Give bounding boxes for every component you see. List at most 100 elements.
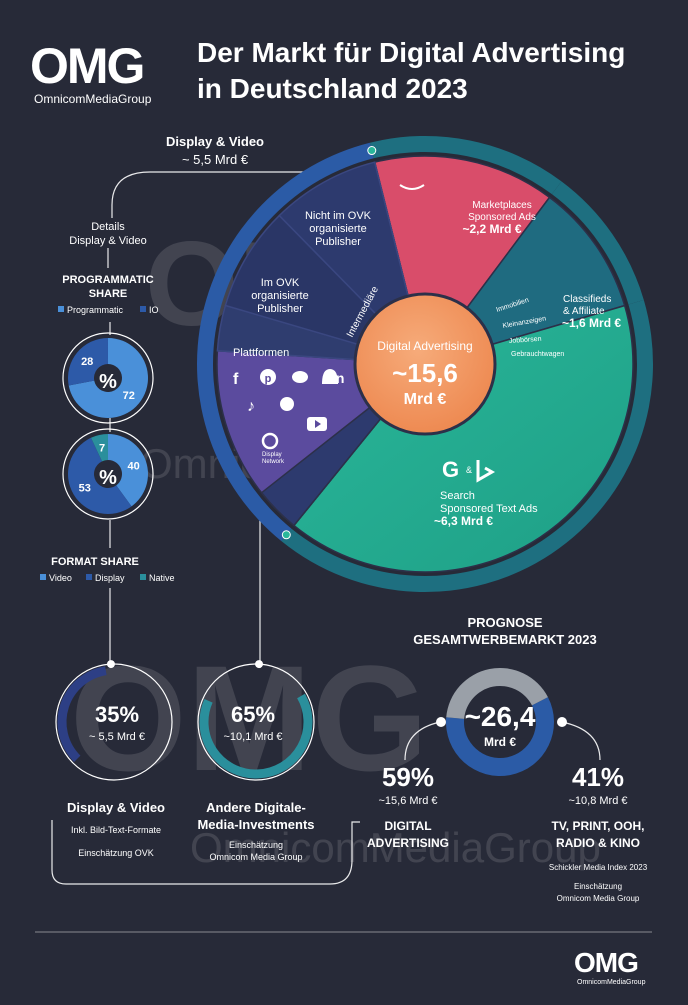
display-video-value: ~ 5,5 Mrd € [182, 152, 249, 167]
video-slice [108, 434, 148, 507]
main-pie-slice-search-sponsored-text-ads [292, 304, 634, 573]
main-pie-ring-search-sponsored-text-ads [281, 299, 653, 592]
dv-share-note1: Inkl. Bild-Text-Formate [71, 825, 161, 835]
format-title: FORMAT SHARE [51, 556, 139, 568]
page-title-line1: Der Markt für Digital Advertising [197, 37, 625, 68]
other-share-label2: Media-Investments [197, 817, 314, 832]
search-engine-icons: G & [442, 457, 496, 483]
prognose-digital-value: ~15,6 Mrd € [378, 795, 437, 807]
twitter-icon [292, 371, 308, 383]
prognose-dot-right [557, 717, 567, 727]
value-search: ~6,3 Mrd € [434, 514, 493, 528]
prognose-tv-label2: RADIO & KINO [556, 836, 640, 850]
details-line2: Display & Video [69, 235, 146, 247]
label-im-ovk-2: organisierte [251, 290, 308, 302]
snapchat-icon [322, 369, 338, 384]
svg-text:p: p [265, 373, 272, 385]
label-im-ovk-3: Publisher [257, 303, 303, 315]
dv-share-note2: Einschätzung OVK [78, 848, 154, 858]
center-label: Digital Advertising [377, 339, 472, 353]
format-percent-symbol: % [99, 467, 117, 489]
google-display-icon [261, 432, 279, 450]
label-gebrauchtwagen: Gebrauchtwagen [511, 351, 564, 358]
footer-logo-subtext: OmnicomMediaGroup [577, 979, 646, 986]
prognose-digital-label1: DIGITAL [384, 819, 431, 833]
legend-io-label: IO [149, 305, 159, 315]
programmatic-legend: Programmatic IO [58, 305, 159, 315]
value-classifieds: ~1,6 Mrd € [562, 316, 621, 330]
programmatic-percent-symbol: % [99, 371, 117, 393]
prognose-digital-slice [446, 697, 554, 777]
prognose-source2: Einschätzung [574, 882, 622, 891]
programmatic-donut: 72 28 [62, 332, 154, 424]
youtube-icon [307, 417, 327, 431]
prognose-tv-slice [446, 668, 548, 719]
center-unit: Mrd € [404, 391, 447, 408]
label-classifieds-2: & Affiliate [563, 306, 605, 317]
connector-lines [51, 171, 601, 885]
prognose-unit: Mrd € [484, 735, 516, 749]
label-plattformen: Plattformen [233, 347, 289, 359]
formatDonut-hole [97, 463, 119, 485]
facebook-icon: f [233, 371, 239, 388]
label-classifieds-1: Classifieds [563, 294, 611, 305]
dv-share-pct: 35% [95, 702, 139, 727]
label-marketplaces-1: Marketplaces [472, 200, 531, 211]
reddit-icon [280, 397, 294, 411]
prognose-digital-label2: ADVERTISING [367, 836, 449, 850]
dvDonut-arc [57, 666, 107, 762]
legend-programmatic-swatch [58, 306, 64, 312]
google-icon: G [442, 457, 459, 482]
main-pie-ring-marketplaces-sponsored-ads [369, 135, 562, 195]
display-slice-label: 53 [79, 483, 91, 495]
label-display-network-2: Network [262, 459, 285, 465]
label-marketplaces-2: Sponsored Ads [468, 212, 536, 223]
prognose-title2: GESAMTWERBEMARKT 2023 [413, 632, 596, 647]
legend-programmatic-label: Programmatic [67, 305, 124, 315]
main-pie-center [353, 292, 497, 436]
format-donut: 40 53 7 [62, 428, 154, 520]
programmatic-slice-label: 72 [123, 390, 135, 402]
footer-logo: OMG [574, 947, 638, 978]
format-donut-outline [62, 428, 154, 520]
center-value: ~15,6 [392, 358, 458, 388]
prognose-tv-value: ~10,8 Mrd € [568, 795, 627, 807]
other-share-label1: Andere Digitale- [206, 800, 306, 815]
label-search-1: Search [440, 490, 475, 502]
prognose-donut [436, 668, 567, 777]
display-video-share-donut [55, 660, 173, 781]
linkedin-icon: in [332, 370, 344, 386]
main-pie-dot-top [367, 146, 377, 156]
programmatic-donut-outline [62, 332, 154, 424]
legend-native-swatch [140, 574, 146, 580]
video-slice-label: 40 [128, 461, 140, 473]
legend-display-swatch [86, 574, 92, 580]
native-slice-label: 7 [99, 443, 105, 455]
logo-subtext: OmnicomMediaGroup [34, 92, 152, 106]
other-share-pct: 65% [231, 702, 275, 727]
prognose-value: ~26,4 [465, 701, 536, 732]
otherDonut-arc [199, 693, 313, 779]
label-nicht-ovk-1: Nicht im OVK [305, 210, 372, 222]
io-slice [68, 338, 108, 386]
other-investments-donut [197, 660, 315, 781]
prognose-title1: PROGNOSE [467, 615, 542, 630]
native-slice [90, 434, 108, 462]
label-nicht-ovk-3: Publisher [315, 236, 361, 248]
label-jobboersen: Jobbörsen [509, 336, 542, 345]
bing-icon [476, 460, 496, 483]
legend-io-swatch [140, 306, 146, 312]
platform-icons: f p in ♪ [233, 369, 344, 450]
prognose-tv-pct: 41% [572, 762, 624, 792]
logo-text: OMG [30, 38, 143, 94]
watermark-text-bottom: OmnicomMediaGroup [190, 824, 601, 871]
progDonut-hole [97, 367, 119, 389]
header-logo: OMG OmnicomMediaGroup [30, 38, 152, 106]
dv-share-value: ~ 5,5 Mrd € [89, 731, 145, 743]
label-im-ovk-1: Im OVK [261, 277, 300, 289]
prognose-dot-left [436, 717, 446, 727]
prognose-source1: Schickler Media Index 2023 [549, 863, 648, 872]
other-share-note2: Omnicom Media Group [209, 852, 302, 862]
main-pie-dot-bottom [281, 530, 291, 540]
